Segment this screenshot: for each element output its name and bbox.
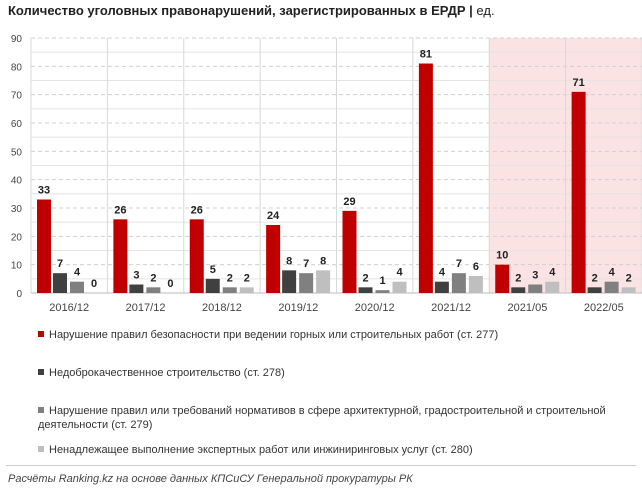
legend-item: Ненадлежащее выполнение экспертных работ… bbox=[38, 443, 628, 457]
data-label: 2 bbox=[515, 272, 521, 284]
x-tick-label: 2021/12 bbox=[431, 302, 471, 314]
bar bbox=[70, 281, 84, 293]
bar bbox=[528, 284, 543, 293]
bar bbox=[511, 287, 526, 293]
x-tick-label: 2016/12 bbox=[49, 302, 89, 314]
bar bbox=[451, 273, 466, 293]
legend-swatch bbox=[38, 369, 44, 375]
data-label: 7 bbox=[456, 258, 462, 270]
x-tick-label: 2018/12 bbox=[202, 302, 242, 314]
data-label: 5 bbox=[210, 264, 216, 276]
y-tick-label: 40 bbox=[11, 176, 23, 187]
y-tick-label: 90 bbox=[11, 34, 23, 45]
legend-item: Нарушение правил или требований норматив… bbox=[38, 405, 606, 431]
data-label: 7 bbox=[303, 258, 309, 270]
data-label: 0 bbox=[167, 278, 173, 290]
data-label: 29 bbox=[343, 196, 355, 208]
data-label: 8 bbox=[286, 255, 292, 267]
data-label: 2 bbox=[362, 272, 368, 284]
legend-item: Недоброкачественное строительство (ст. 2… bbox=[38, 366, 628, 380]
data-label: 1 bbox=[379, 275, 385, 287]
data-label: 10 bbox=[496, 250, 508, 262]
bar bbox=[434, 281, 449, 293]
bar bbox=[205, 278, 220, 293]
bar bbox=[468, 276, 483, 293]
bar bbox=[189, 219, 204, 293]
data-label: 2 bbox=[592, 272, 598, 284]
y-tick-label: 10 bbox=[11, 261, 23, 272]
data-label: 7 bbox=[57, 258, 63, 270]
y-tick-label: 20 bbox=[11, 232, 23, 243]
x-tick-label: 2017/12 bbox=[126, 302, 166, 314]
legend-swatch bbox=[38, 407, 44, 413]
y-tick-label: 30 bbox=[11, 204, 23, 215]
unit-label: ед. bbox=[476, 3, 495, 18]
y-tick-label: 70 bbox=[11, 91, 23, 102]
data-label: 26 bbox=[191, 204, 203, 216]
source-note: Расчёты Ranking.kz на основе данных КПСи… bbox=[8, 473, 413, 485]
data-label: 81 bbox=[420, 49, 432, 61]
bar bbox=[587, 287, 602, 293]
bar bbox=[299, 273, 314, 293]
data-label: 2 bbox=[626, 272, 632, 284]
data-label: 2 bbox=[227, 272, 233, 284]
data-label: 0 bbox=[91, 278, 97, 290]
chart-title: Количество уголовных правонарушений, зар… bbox=[8, 3, 495, 18]
legend-item: Нарушение правил безопасности при ведени… bbox=[38, 328, 628, 342]
bar bbox=[604, 281, 619, 293]
y-tick-label: 60 bbox=[11, 119, 23, 130]
bar bbox=[129, 284, 144, 293]
bar bbox=[392, 281, 407, 293]
y-tick-label: 50 bbox=[11, 147, 23, 158]
bar bbox=[113, 219, 128, 293]
bar bbox=[571, 91, 586, 293]
data-label: 24 bbox=[267, 210, 280, 222]
y-tick-label: 0 bbox=[16, 289, 22, 300]
data-label: 26 bbox=[114, 204, 126, 216]
data-label: 4 bbox=[396, 267, 403, 279]
data-label: 4 bbox=[609, 267, 616, 279]
bar bbox=[495, 264, 510, 293]
bar bbox=[545, 281, 560, 293]
data-label: 3 bbox=[133, 270, 139, 282]
plot-area: 01020304050607080902016/12337402017/1226… bbox=[11, 34, 642, 314]
bar bbox=[266, 225, 281, 293]
data-label: 33 bbox=[38, 185, 50, 197]
data-label: 4 bbox=[74, 267, 81, 279]
data-label: 3 bbox=[532, 270, 538, 282]
data-label: 8 bbox=[320, 255, 326, 267]
legend-swatch bbox=[38, 446, 44, 452]
data-label: 4 bbox=[439, 267, 446, 279]
data-label: 4 bbox=[549, 267, 556, 279]
y-tick-label: 80 bbox=[11, 62, 23, 73]
x-tick-label: 2019/12 bbox=[278, 302, 318, 314]
bar bbox=[37, 199, 51, 293]
x-tick-label: 2021/05 bbox=[508, 302, 548, 314]
data-label: 2 bbox=[150, 272, 156, 284]
bar bbox=[375, 290, 390, 293]
bar bbox=[621, 287, 636, 293]
bar bbox=[282, 270, 297, 293]
bar bbox=[53, 273, 67, 293]
bar bbox=[418, 63, 433, 293]
data-label: 6 bbox=[473, 261, 479, 273]
x-tick-label: 2022/05 bbox=[584, 302, 624, 314]
bar bbox=[342, 210, 357, 293]
bar bbox=[239, 287, 254, 293]
x-tick-label: 2020/12 bbox=[355, 302, 395, 314]
data-label: 71 bbox=[573, 77, 585, 89]
legend-swatch bbox=[38, 331, 44, 337]
bar bbox=[358, 287, 373, 293]
bar bbox=[222, 287, 237, 293]
divider bbox=[6, 465, 636, 466]
data-label: 2 bbox=[244, 272, 250, 284]
bar bbox=[316, 270, 331, 293]
bar bbox=[146, 287, 161, 293]
